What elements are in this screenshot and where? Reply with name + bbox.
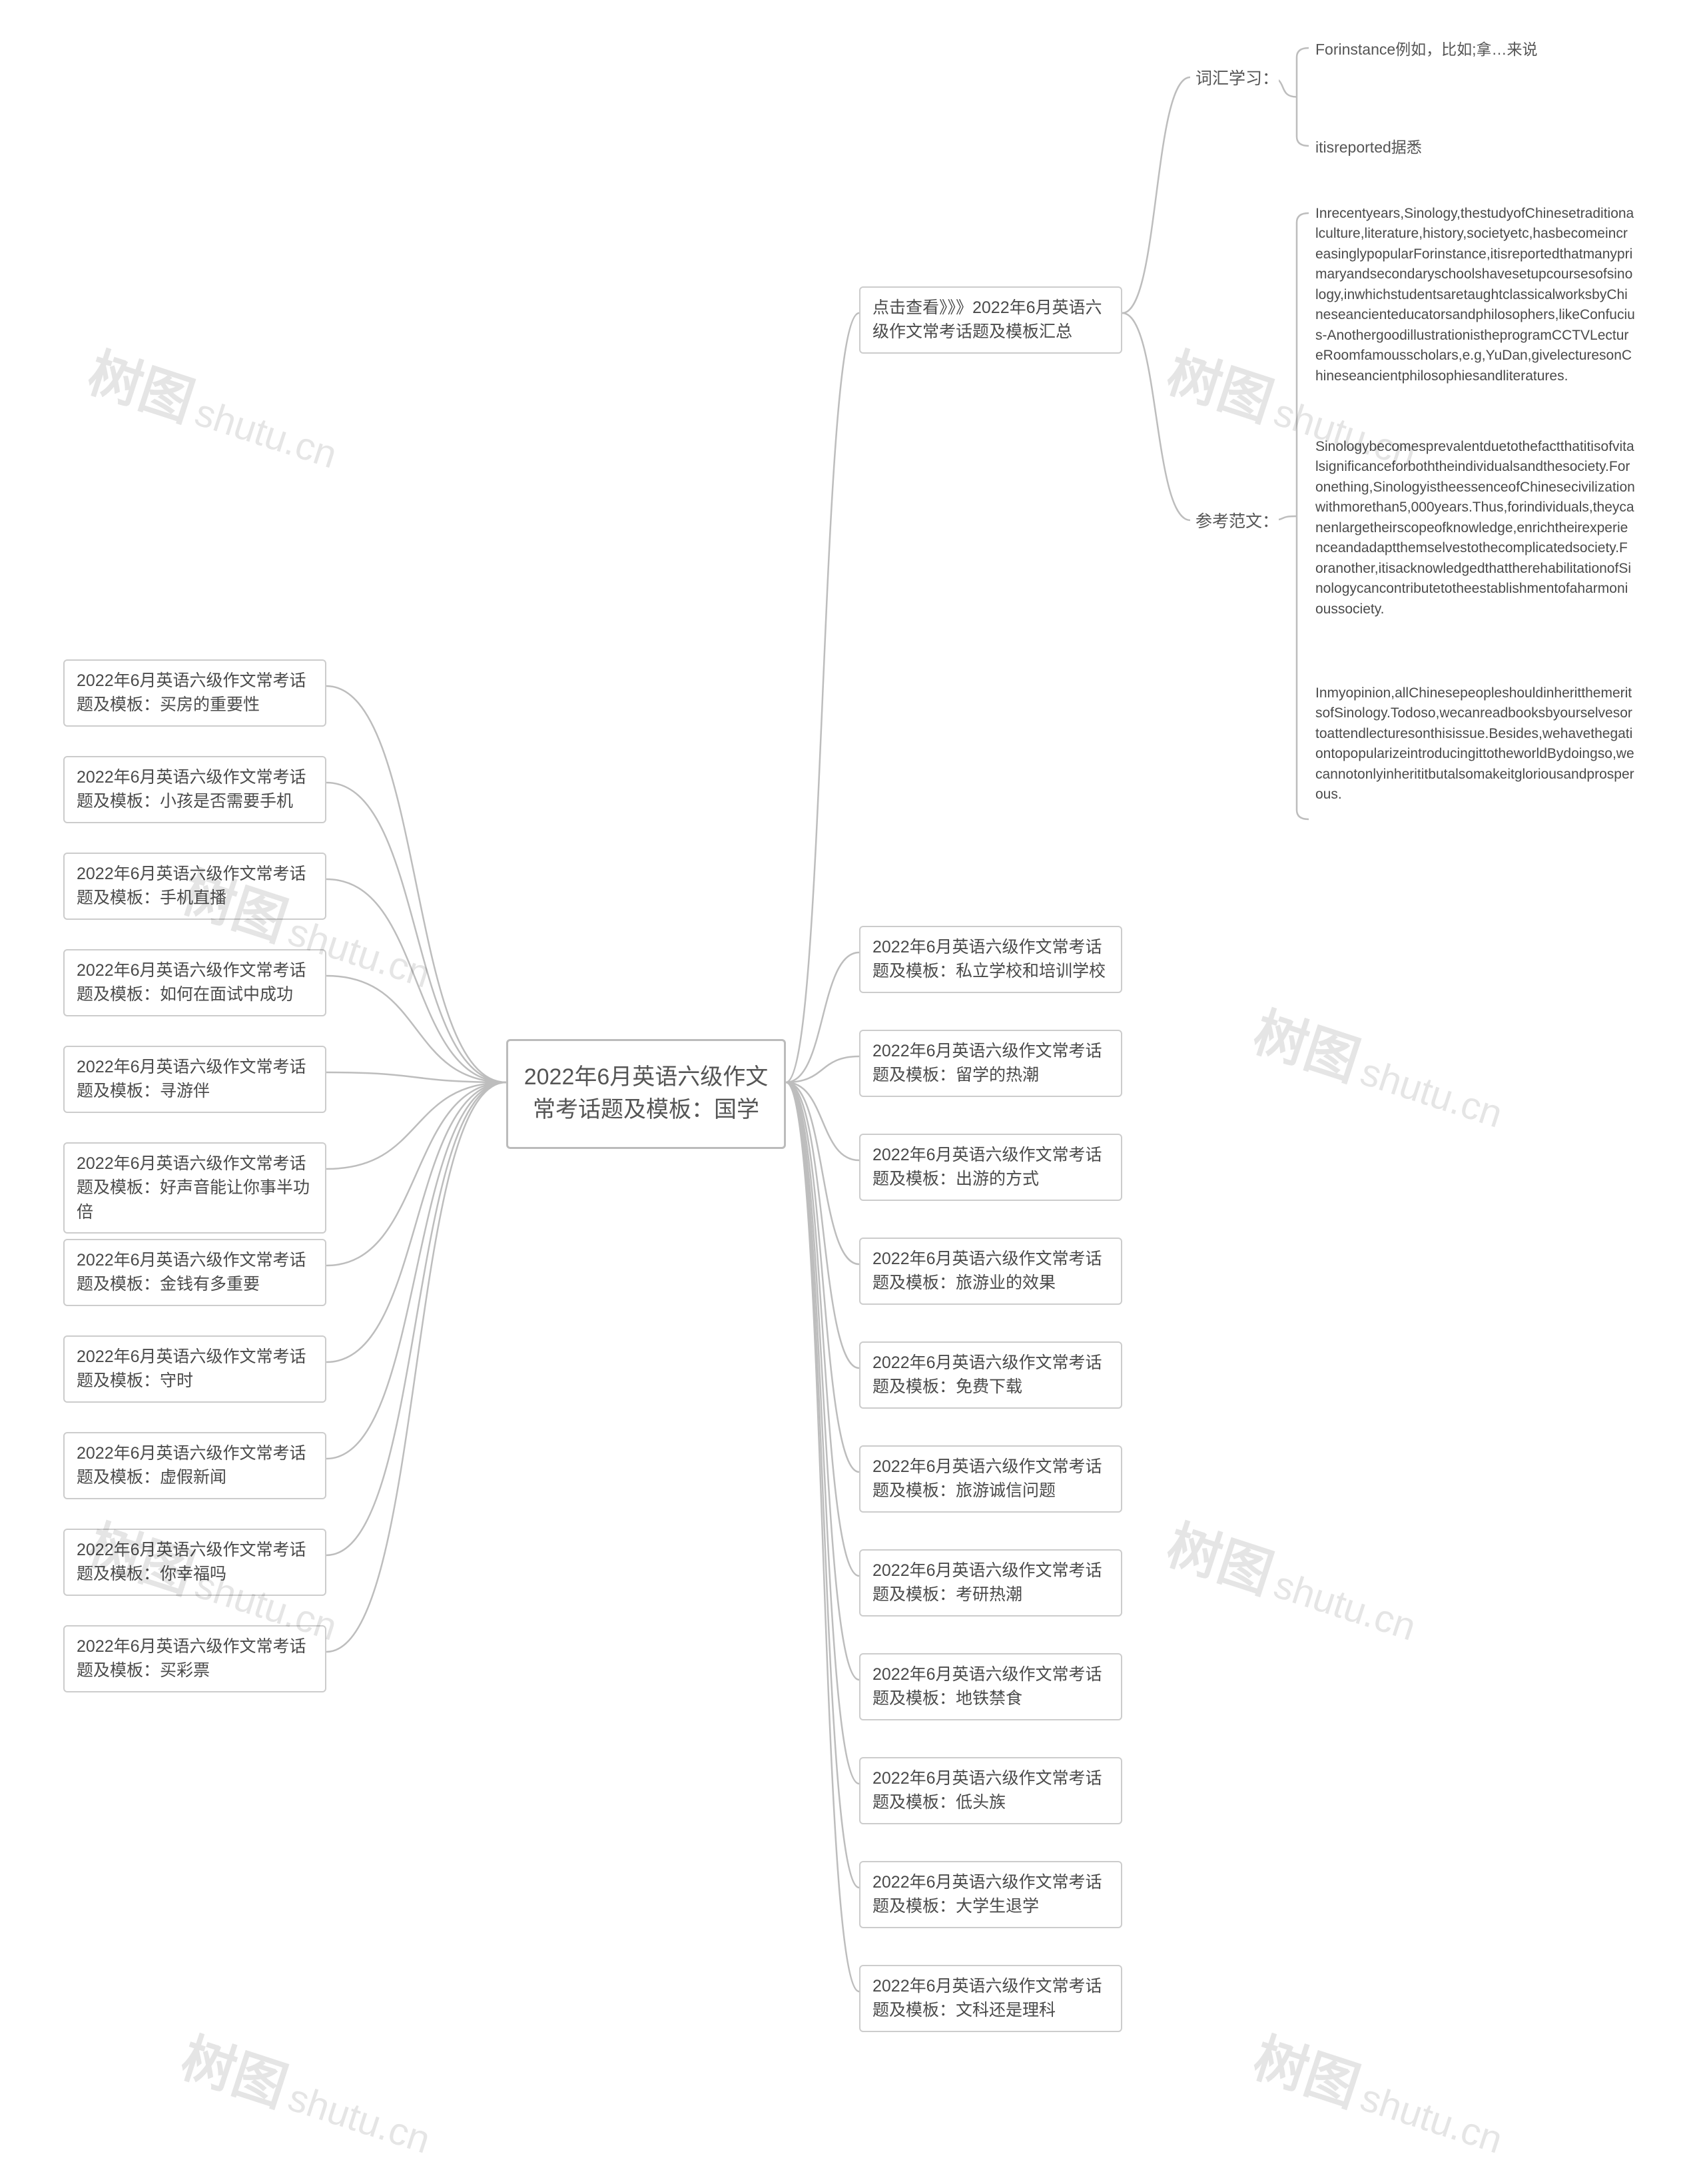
right-topic[interactable]: 2022年6月英语六级作文常考话题及模板：旅游业的效果 xyxy=(859,1238,1122,1305)
mindmap-stage: 2022年6月英语六级作文常考话题及模板：国学 点击查看》》》2022年6月英语六… xyxy=(0,0,1705,2184)
watermark: 树图shutu.cn xyxy=(1245,990,1516,1144)
watermark-en: shutu.cn xyxy=(1355,1050,1508,1136)
center-line: 2022年6月英语六级作文 xyxy=(523,1061,769,1094)
vocab-label: 词汇学习： xyxy=(1195,67,1279,91)
left-topic[interactable]: 2022年6月英语六级作文常考话题及模板：买彩票 xyxy=(63,1625,326,1692)
watermark: 树图shutu.cn xyxy=(173,2015,444,2169)
watermark-cn: 树图 xyxy=(1160,343,1280,432)
right-topic[interactable]: 2022年6月英语六级作文常考话题及模板：低头族 xyxy=(859,1757,1122,1824)
watermark-cn: 树图 xyxy=(174,2028,294,2117)
reference-label: 参考范文： xyxy=(1195,510,1279,534)
watermark-cn: 树图 xyxy=(1160,1515,1280,1605)
watermark: 树图shutu.cn xyxy=(1159,1503,1429,1656)
right-topic[interactable]: 2022年6月英语六级作文常考话题及模板：大学生退学 xyxy=(859,1861,1122,1928)
right-topic[interactable]: 2022年6月英语六级作文常考话题及模板：旅游诚信问题 xyxy=(859,1445,1122,1513)
right-topic[interactable]: 2022年6月英语六级作文常考话题及模板：考研热潮 xyxy=(859,1549,1122,1617)
left-topic[interactable]: 2022年6月英语六级作文常考话题及模板：虚假新闻 xyxy=(63,1432,326,1499)
left-topic[interactable]: 2022年6月英语六级作文常考话题及模板：手机直播 xyxy=(63,853,326,920)
watermark-cn: 树图 xyxy=(81,343,201,432)
watermark-cn: 树图 xyxy=(1247,1002,1367,1092)
right-topic[interactable]: 2022年6月英语六级作文常考话题及模板：免费下载 xyxy=(859,1341,1122,1409)
vocab-item: Forinstance例如，比如;拿…来说 xyxy=(1315,39,1628,61)
reference-paragraph: Inrecentyears,Sinology,thestudyofChinese… xyxy=(1315,200,1635,413)
watermark-en: shutu.cn xyxy=(190,390,342,477)
watermark-en: shutu.cn xyxy=(283,2075,436,2162)
right-topic[interactable]: 2022年6月英语六级作文常考话题及模板：文科还是理科 xyxy=(859,1965,1122,2032)
right-topic[interactable]: 2022年6月英语六级作文常考话题及模板：私立学校和培训学校 xyxy=(859,926,1122,993)
watermark: 树图shutu.cn xyxy=(1245,2015,1516,2169)
vocab-item: itisreported据悉 xyxy=(1315,137,1628,159)
watermark-cn: 树图 xyxy=(1247,2028,1367,2117)
left-topic[interactable]: 2022年6月英语六级作文常考话题及模板：金钱有多重要 xyxy=(63,1239,326,1306)
left-topic[interactable]: 2022年6月英语六级作文常考话题及模板：好声音能让你事半功倍 xyxy=(63,1142,326,1234)
left-topic[interactable]: 2022年6月英语六级作文常考话题及模板：小孩是否需要手机 xyxy=(63,756,326,823)
right-topic[interactable]: 2022年6月英语六级作文常考话题及模板：地铁禁食 xyxy=(859,1653,1122,1720)
left-topic[interactable]: 2022年6月英语六级作文常考话题及模板：寻游伴 xyxy=(63,1046,326,1113)
left-topic[interactable]: 2022年6月英语六级作文常考话题及模板：你幸福吗 xyxy=(63,1529,326,1596)
summary-link[interactable]: 点击查看》》》2022年6月英语六级作文常考话题及模板汇总 xyxy=(859,286,1122,354)
right-topic[interactable]: 2022年6月英语六级作文常考话题及模板：留学的热潮 xyxy=(859,1030,1122,1097)
center-topic: 2022年6月英语六级作文常考话题及模板：国学 xyxy=(506,1039,786,1149)
left-topic[interactable]: 2022年6月英语六级作文常考话题及模板：买房的重要性 xyxy=(63,659,326,727)
reference-paragraph: Inmyopinion,allChinesepeopleshouldinheri… xyxy=(1315,679,1635,833)
watermark-en: shutu.cn xyxy=(1355,2075,1508,2162)
right-topic[interactable]: 2022年6月英语六级作文常考话题及模板：出游的方式 xyxy=(859,1134,1122,1201)
watermark: 树图shutu.cn xyxy=(80,330,350,484)
left-topic[interactable]: 2022年6月英语六级作文常考话题及模板：如何在面试中成功 xyxy=(63,949,326,1016)
reference-paragraph: Sinologybecomesprevalentduetothefactthat… xyxy=(1315,433,1635,646)
left-topic[interactable]: 2022年6月英语六级作文常考话题及模板：守时 xyxy=(63,1335,326,1403)
watermark-en: shutu.cn xyxy=(1269,1563,1421,1649)
center-line: 常考话题及模板：国学 xyxy=(523,1094,769,1126)
